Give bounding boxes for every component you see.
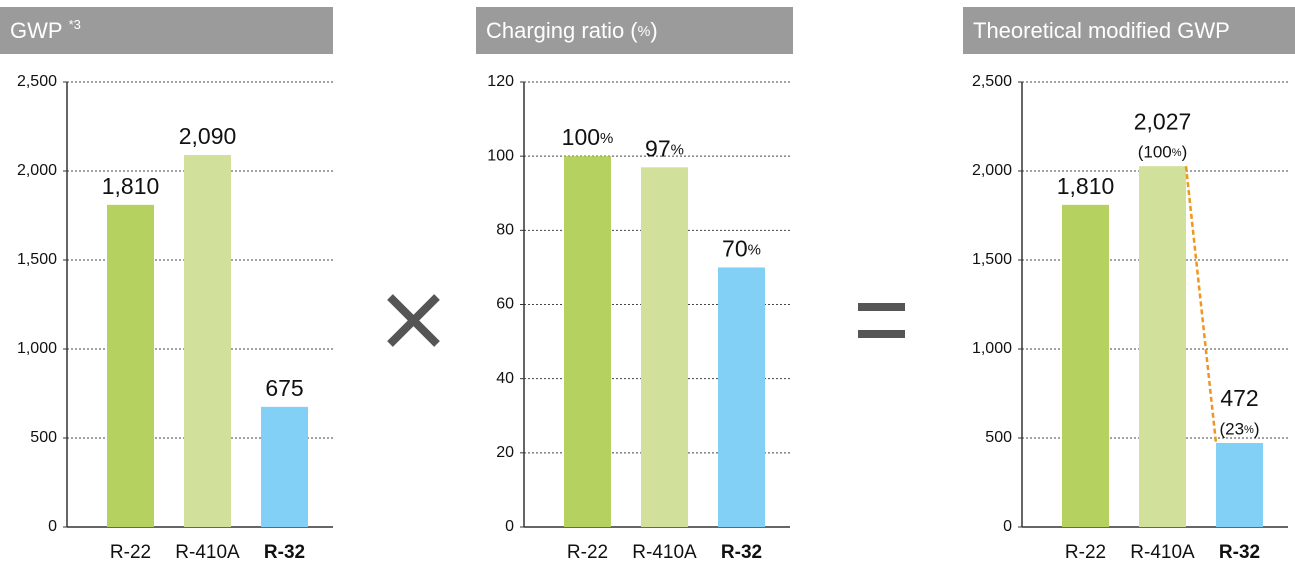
y-tick-label: 500 bbox=[30, 429, 57, 446]
x-tick-label: R-32 bbox=[1219, 542, 1260, 563]
y-tick-label: 40 bbox=[496, 370, 514, 387]
bar bbox=[641, 167, 688, 527]
x-tick-label: R-32 bbox=[721, 542, 762, 563]
times-operator bbox=[387, 294, 440, 347]
x-tick-label: R-410A bbox=[1130, 542, 1195, 563]
value-label: 472 bbox=[1220, 385, 1258, 411]
title-bar bbox=[963, 7, 1295, 54]
chart: Theoretical modified GWP 0 500 1,000 1,500 2,… bbox=[963, 7, 1295, 563]
value-label: 1,810 bbox=[1057, 173, 1115, 199]
connector-line bbox=[1184, 166, 1218, 444]
x-tick-label: R-22 bbox=[1065, 542, 1106, 563]
chart-title: Theoretical modified GWP bbox=[973, 18, 1230, 43]
chart-title: Charging ratio (%) bbox=[486, 18, 658, 43]
value-label: 675 bbox=[265, 375, 303, 401]
chart-title: GWP *3 bbox=[10, 17, 81, 42]
y-tick-label: 1,500 bbox=[972, 251, 1012, 268]
y-tick-label: 1,500 bbox=[17, 251, 57, 268]
bar bbox=[1139, 166, 1186, 527]
ratio-label: (23%) bbox=[1219, 419, 1259, 438]
value-label: 1,810 bbox=[102, 173, 160, 199]
y-tick-label: 0 bbox=[48, 518, 57, 535]
bar bbox=[1216, 442, 1263, 527]
operator-stroke bbox=[387, 294, 440, 347]
x-tick-label: R-410A bbox=[632, 542, 697, 563]
y-tick-label: 1,000 bbox=[972, 340, 1012, 357]
y-tick-label: 100 bbox=[487, 147, 514, 164]
chart: Charging ratio (%) 0 20 40 60 80 100 120 100% R-2… bbox=[476, 7, 793, 563]
y-tick-label: 2,000 bbox=[17, 162, 57, 179]
x-tick-label: R-22 bbox=[110, 542, 151, 563]
y-tick-label: 0 bbox=[1003, 518, 1012, 535]
operator-stroke bbox=[858, 303, 905, 311]
operator-stroke bbox=[858, 330, 905, 338]
bar bbox=[1062, 204, 1109, 527]
y-tick-label: 2,500 bbox=[972, 73, 1012, 90]
title-bar bbox=[0, 7, 333, 54]
title-text: GWP bbox=[10, 18, 63, 43]
title-text: Theoretical modified GWP bbox=[973, 18, 1230, 43]
bar bbox=[184, 154, 231, 528]
bar bbox=[564, 156, 611, 527]
ratio-label: (100%) bbox=[1138, 143, 1188, 162]
title-bar bbox=[476, 7, 793, 54]
y-tick-label: 20 bbox=[496, 444, 514, 461]
y-tick-label: 0 bbox=[505, 518, 514, 535]
y-tick-label: 120 bbox=[487, 73, 514, 90]
bar bbox=[107, 204, 154, 527]
x-tick-label: R-32 bbox=[264, 542, 305, 563]
y-tick-label: 80 bbox=[496, 222, 514, 239]
value-label: 70% bbox=[722, 235, 761, 261]
bar bbox=[261, 406, 308, 527]
value-label: 2,027 bbox=[1134, 108, 1192, 134]
x-tick-label: R-410A bbox=[175, 542, 240, 563]
bar bbox=[718, 267, 765, 527]
title-superscript: *3 bbox=[69, 17, 81, 32]
value-label: 2,090 bbox=[179, 123, 237, 149]
y-tick-label: 1,000 bbox=[17, 340, 57, 357]
y-tick-label: 2,000 bbox=[972, 162, 1012, 179]
y-tick-label: 60 bbox=[496, 296, 514, 313]
y-tick-label: 2,500 bbox=[17, 73, 57, 90]
x-tick-label: R-22 bbox=[567, 542, 608, 563]
value-label: 97% bbox=[645, 135, 684, 161]
title-text: Charging ratio (%) bbox=[486, 18, 658, 43]
chart: GWP *3 0 500 1,000 1,500 2,000 2,500 1,810 R-22 2,… bbox=[0, 7, 333, 563]
value-label: 100% bbox=[562, 124, 614, 150]
y-tick-label: 500 bbox=[985, 429, 1012, 446]
equals-operator bbox=[858, 303, 905, 338]
